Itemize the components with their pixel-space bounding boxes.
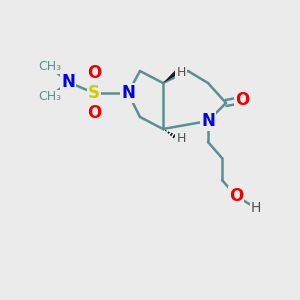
Text: N: N [61, 73, 75, 91]
Polygon shape [163, 70, 178, 83]
Text: H: H [251, 201, 261, 215]
Text: S: S [88, 84, 100, 102]
Text: O: O [229, 187, 243, 205]
Text: N: N [201, 112, 215, 130]
Text: O: O [87, 104, 101, 122]
Text: CH₃: CH₃ [38, 91, 61, 103]
Text: CH₃: CH₃ [38, 61, 61, 74]
Text: H: H [176, 131, 186, 145]
Text: N: N [121, 84, 135, 102]
Text: H: H [176, 65, 186, 79]
Text: O: O [87, 64, 101, 82]
Text: O: O [235, 91, 249, 109]
